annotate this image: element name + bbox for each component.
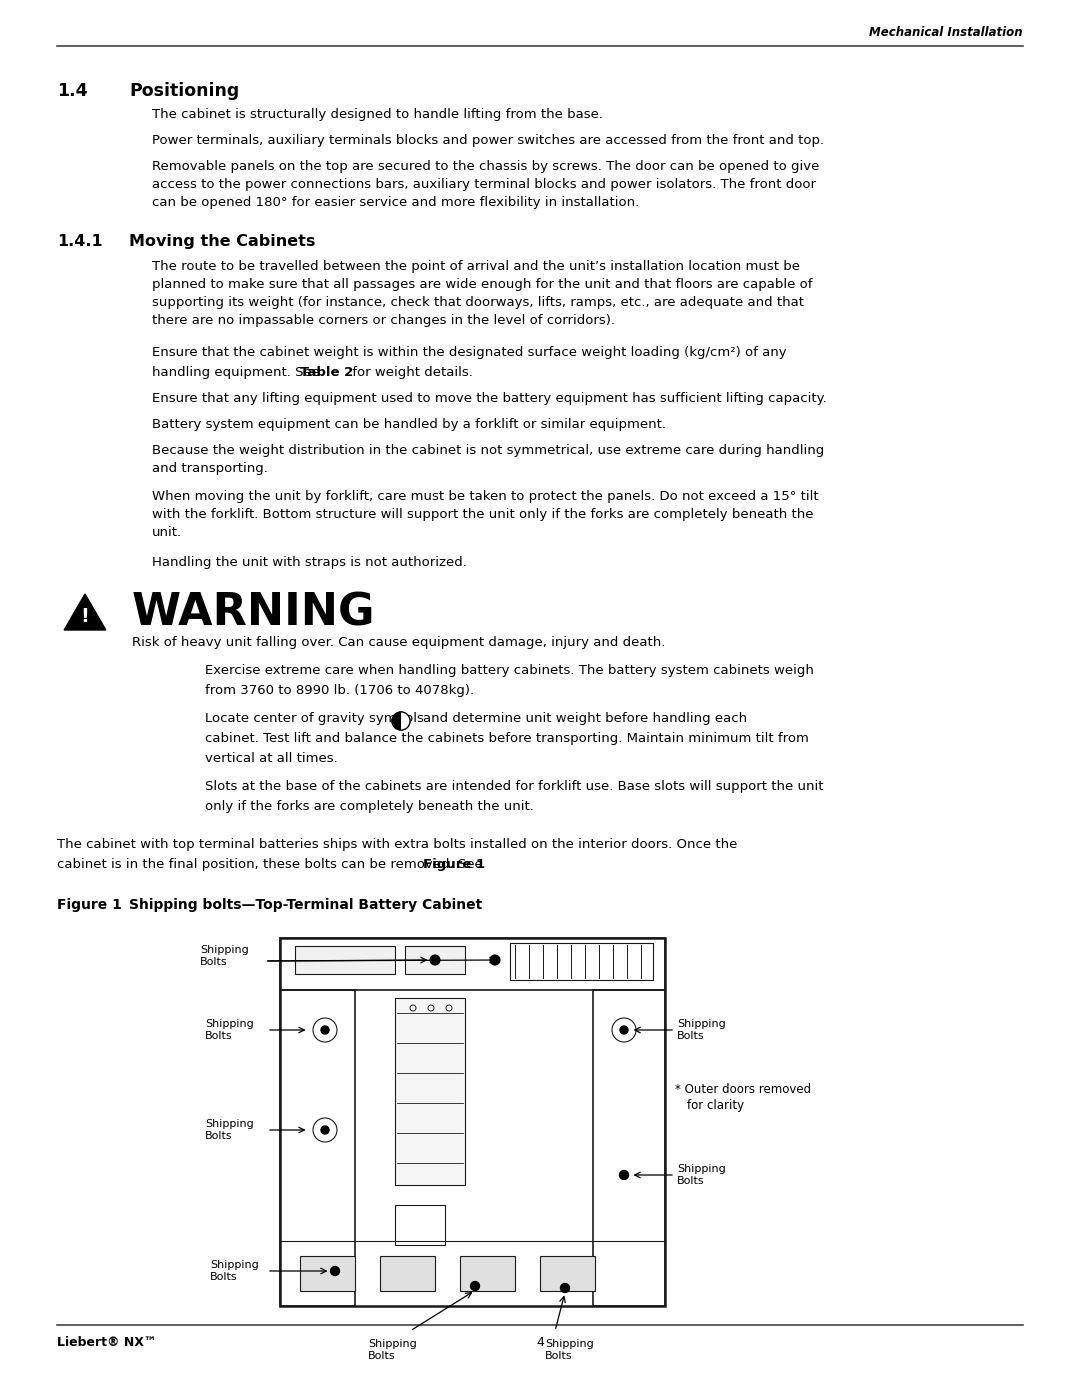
Text: Figure 1: Figure 1 bbox=[423, 858, 485, 870]
Circle shape bbox=[620, 1025, 627, 1034]
Text: * Outer doors removed: * Outer doors removed bbox=[675, 1083, 811, 1097]
Text: The cabinet with top terminal batteries ships with extra bolts installed on the : The cabinet with top terminal batteries … bbox=[57, 838, 738, 851]
Circle shape bbox=[321, 1025, 329, 1034]
Circle shape bbox=[321, 1126, 329, 1134]
Text: handling equipment. See: handling equipment. See bbox=[152, 366, 324, 379]
Bar bbox=[380, 1256, 435, 1291]
Text: Mechanical Installation: Mechanical Installation bbox=[869, 27, 1023, 39]
Text: cabinet is in the final position, these bolts can be removed. See: cabinet is in the final position, these … bbox=[57, 858, 487, 870]
Text: vertical at all times.: vertical at all times. bbox=[205, 752, 338, 766]
Circle shape bbox=[330, 1267, 339, 1275]
Text: Shipping
Bolts: Shipping Bolts bbox=[210, 1260, 259, 1282]
Circle shape bbox=[392, 712, 410, 731]
Text: Shipping bolts—Top-Terminal Battery Cabinet: Shipping bolts—Top-Terminal Battery Cabi… bbox=[129, 898, 483, 912]
Text: Risk of heavy unit falling over. Can cause equipment damage, injury and death.: Risk of heavy unit falling over. Can cau… bbox=[132, 636, 665, 650]
Circle shape bbox=[471, 1281, 480, 1291]
Text: The cabinet is structurally designed to handle lifting from the base.: The cabinet is structurally designed to … bbox=[152, 108, 603, 122]
Text: Liebert® NX™: Liebert® NX™ bbox=[57, 1336, 157, 1348]
Text: for clarity: for clarity bbox=[687, 1099, 744, 1112]
Text: Positioning: Positioning bbox=[129, 82, 240, 101]
Text: for weight details.: for weight details. bbox=[348, 366, 473, 379]
Bar bbox=[280, 937, 665, 990]
Bar bbox=[405, 946, 465, 974]
Bar bbox=[540, 1256, 595, 1291]
Text: Ensure that the cabinet weight is within the designated surface weight loading (: Ensure that the cabinet weight is within… bbox=[152, 346, 786, 359]
Text: Figure 1: Figure 1 bbox=[57, 898, 122, 912]
Circle shape bbox=[561, 1284, 569, 1292]
Text: Shipping
Bolts: Shipping Bolts bbox=[368, 1338, 417, 1362]
Bar bbox=[593, 990, 665, 1306]
Text: 1.4.1: 1.4.1 bbox=[57, 235, 103, 249]
Text: Because the weight distribution in the cabinet is not symmetrical, use extreme c: Because the weight distribution in the c… bbox=[152, 444, 824, 475]
Bar bbox=[295, 946, 395, 974]
Text: Shipping
Bolts: Shipping Bolts bbox=[200, 944, 248, 967]
Text: Handling the unit with straps is not authorized.: Handling the unit with straps is not aut… bbox=[152, 556, 467, 569]
Text: Power terminals, auxiliary terminals blocks and power switches are accessed from: Power terminals, auxiliary terminals blo… bbox=[152, 134, 824, 147]
Bar bbox=[280, 990, 355, 1306]
Circle shape bbox=[392, 712, 410, 731]
Bar bbox=[395, 1206, 445, 1245]
Polygon shape bbox=[64, 594, 106, 630]
Text: only if the forks are completely beneath the unit.: only if the forks are completely beneath… bbox=[205, 800, 534, 813]
Text: from 3760 to 8990 lb. (1706 to 4078kg).: from 3760 to 8990 lb. (1706 to 4078kg). bbox=[205, 685, 474, 697]
Text: Shipping
Bolts: Shipping Bolts bbox=[205, 1119, 254, 1141]
Text: and determine unit weight before handling each: and determine unit weight before handlin… bbox=[423, 712, 747, 725]
Circle shape bbox=[620, 1171, 629, 1179]
Text: 1.4: 1.4 bbox=[57, 82, 87, 101]
Text: When moving the unit by forklift, care must be taken to protect the panels. Do n: When moving the unit by forklift, care m… bbox=[152, 490, 819, 539]
Circle shape bbox=[431, 956, 440, 964]
Text: Table 2: Table 2 bbox=[300, 366, 353, 379]
Text: 4: 4 bbox=[536, 1336, 544, 1348]
Text: Shipping
Bolts: Shipping Bolts bbox=[677, 1164, 726, 1186]
Circle shape bbox=[490, 956, 499, 964]
Text: cabinet. Test lift and balance the cabinets before transporting. Maintain minimu: cabinet. Test lift and balance the cabin… bbox=[205, 732, 809, 745]
Text: Removable panels on the top are secured to the chassis by screws. The door can b: Removable panels on the top are secured … bbox=[152, 161, 820, 210]
Text: !: ! bbox=[81, 606, 90, 626]
Text: Ensure that any lifting equipment used to move the battery equipment has suffici: Ensure that any lifting equipment used t… bbox=[152, 393, 827, 405]
Text: The route to be travelled between the point of arrival and the unit’s installati: The route to be travelled between the po… bbox=[152, 260, 812, 327]
Polygon shape bbox=[401, 712, 410, 731]
Text: Shipping
Bolts: Shipping Bolts bbox=[205, 1018, 254, 1041]
Text: Exercise extreme care when handling battery cabinets. The battery system cabinet: Exercise extreme care when handling batt… bbox=[205, 664, 814, 678]
Text: Slots at the base of the cabinets are intended for forklift use. Base slots will: Slots at the base of the cabinets are in… bbox=[205, 780, 824, 793]
Text: Shipping
Bolts: Shipping Bolts bbox=[677, 1018, 726, 1041]
Bar bbox=[510, 943, 653, 981]
Bar bbox=[300, 1256, 355, 1291]
Text: Shipping
Bolts: Shipping Bolts bbox=[545, 1338, 594, 1362]
Text: Locate center of gravity symbols: Locate center of gravity symbols bbox=[205, 712, 423, 725]
Text: Moving the Cabinets: Moving the Cabinets bbox=[129, 235, 315, 249]
Text: WARNING: WARNING bbox=[132, 592, 376, 636]
Bar bbox=[280, 937, 665, 1306]
Bar bbox=[460, 1256, 515, 1291]
Bar bbox=[395, 997, 465, 1185]
Text: Battery system equipment can be handled by a forklift or similar equipment.: Battery system equipment can be handled … bbox=[152, 418, 666, 432]
